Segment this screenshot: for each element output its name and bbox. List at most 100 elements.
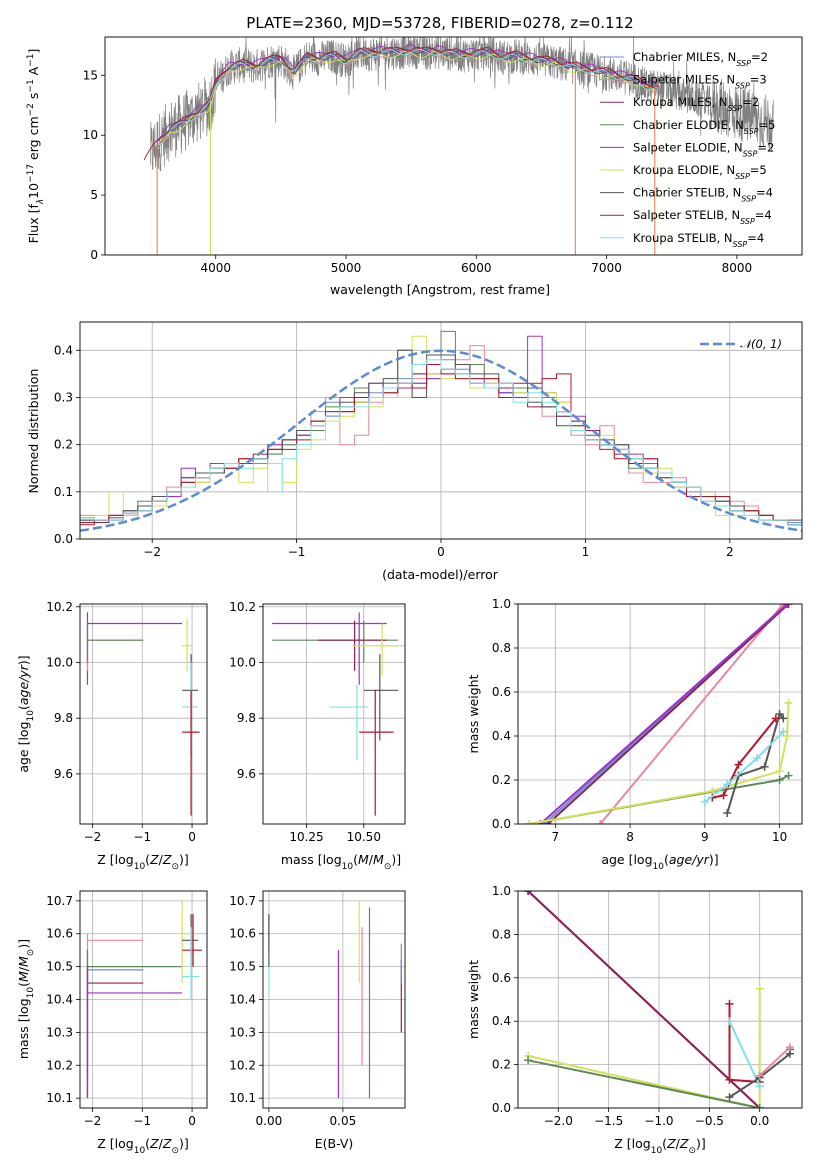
chart-title: PLATE=2360, MJD=53728, FIBERID=0278, z=0… [246, 14, 633, 32]
plus-marker [723, 809, 732, 817]
y-tick-label: 0.6 [492, 971, 511, 985]
error-bar-point [182, 662, 199, 752]
x-axis-label: Z [log10(Z/Z⊙)] [614, 1136, 706, 1156]
gaussian-reference-line [80, 349, 802, 532]
plus-marker [725, 1075, 734, 1084]
x-tick-label: 2 [726, 545, 734, 559]
error-bar-point [86, 966, 183, 1099]
weight-series [725, 999, 764, 1086]
plot-area [268, 900, 402, 1099]
x-tick-label: −1 [288, 545, 306, 559]
error-bar-point [86, 623, 143, 671]
weight-series [723, 710, 788, 817]
plus-marker [755, 984, 764, 993]
error-bar-point [182, 914, 199, 967]
x-tick-label: 5000 [331, 261, 362, 275]
y-tick-label: 10.0 [46, 655, 73, 669]
spectrum-panel: 4000 5000 6000 7000 8000 0 5 10 15 PLATE=2360, MJ… [26, 14, 803, 297]
x-tick-label: −2 [84, 830, 102, 844]
plus-marker [755, 1071, 764, 1080]
legend-label: Chabrier ELODIE, NSSP=5 [633, 118, 775, 136]
weight-line [704, 730, 785, 803]
axes-frame [79, 603, 208, 825]
plus-marker [524, 1056, 533, 1065]
y-tick-label: 10.2 [229, 1058, 256, 1072]
error-bar-point [86, 620, 144, 663]
axes-frame [262, 890, 406, 1109]
y-tick-label: 0.4 [492, 1014, 511, 1028]
plot-area [143, 37, 774, 255]
error-bar-point [86, 612, 183, 685]
y-tick-label: 0.2 [492, 1058, 511, 1072]
x-tick-label: 8000 [722, 261, 753, 275]
y-tick-label: 5 [90, 188, 98, 202]
x-tick-label: −2 [84, 1114, 102, 1128]
plus-marker [755, 1082, 764, 1091]
weight-line [599, 604, 785, 824]
y-tick-label: 0.8 [492, 927, 511, 941]
plot-area [525, 604, 793, 824]
y-tick-label: 10.2 [229, 600, 256, 614]
y-tick-label: 10.3 [229, 1025, 256, 1039]
weight-series [755, 1043, 794, 1080]
y-tick-label: 10.4 [229, 993, 256, 1007]
error-bar-point [182, 617, 193, 671]
age-vs-mass-panel: 10.25 10.50 9.6 9.8 10.0 10.2 mass [log10(M/M⊙… [229, 600, 406, 872]
plus-marker [783, 604, 792, 608]
weight-series [725, 1017, 764, 1091]
plus-marker [524, 891, 533, 895]
y-tick-label: 10.5 [46, 960, 73, 974]
x-tick-label: 8 [626, 830, 634, 844]
plus-marker [723, 780, 732, 789]
weight-line [527, 891, 761, 1108]
legend-label: Chabrier MILES, NSSP=2 [633, 50, 768, 68]
x-tick-label: 0.0 [750, 1114, 769, 1128]
y-tick-label: 0.2 [54, 438, 73, 452]
plus-marker [725, 1093, 734, 1102]
y-tick-label: 0.1 [54, 485, 73, 499]
model-spectrum-line [143, 46, 659, 161]
y-tick-label: 9.6 [237, 767, 256, 781]
legend: Chabrier MILES, NSSP=2 Salpeter MILES, NS… [600, 50, 775, 248]
x-tick-label: −1.0 [644, 1114, 673, 1128]
error-bar-point [182, 927, 200, 1000]
x-tick-label: 9 [701, 830, 709, 844]
y-tick-label: 10.0 [229, 655, 256, 669]
plus-marker [775, 776, 784, 784]
y-tick-label: 0.6 [492, 685, 511, 699]
y-tick-label: 0.0 [54, 532, 73, 546]
model-spectrum-line [158, 48, 657, 146]
legend-label: Kroupa MILES, NSSP=2 [633, 95, 759, 113]
x-tick-label: −1 [133, 1114, 151, 1128]
x-axis-label: E(B-V) [315, 1136, 354, 1151]
y-axis-label: mass weight [466, 674, 481, 753]
plus-marker [753, 754, 762, 762]
error-bar-point [182, 654, 199, 758]
plus-marker [779, 714, 788, 723]
axes-frame [79, 321, 803, 540]
x-tick-label: 10.50 [347, 830, 381, 844]
plus-marker [734, 760, 743, 769]
plus-marker [785, 1043, 794, 1052]
y-tick-label: 10.7 [229, 894, 256, 908]
y-tick-label: 10.6 [229, 927, 256, 941]
x-axis-label: (data-model)/error [382, 567, 499, 582]
x-tick-label: −2 [143, 545, 161, 559]
y-tick-label: 0.3 [54, 390, 73, 404]
weight-series [543, 604, 793, 824]
x-tick-label: 4000 [200, 261, 231, 275]
legend-label: Salpeter MILES, NSSP=3 [633, 73, 767, 91]
axes-frame [262, 603, 406, 825]
histogram-step-line [80, 359, 802, 539]
y-axis-label: mass weight [466, 960, 481, 1039]
legend-label: Salpeter ELODIE, NSSP=2 [633, 140, 774, 158]
y-axis-label: age [log10(age/yr)] [16, 655, 36, 772]
x-tick-label: 7000 [591, 261, 622, 275]
plus-marker [775, 710, 784, 718]
x-tick-label: 1 [582, 545, 590, 559]
y-tick-label: 1.0 [492, 597, 511, 611]
x-tick-label: 7 [552, 830, 560, 844]
legend-label: Kroupa ELODIE, NSSP=5 [633, 163, 767, 181]
mass-vs-extinction-panel: 0.00 0.05 10.1 10.2 10.3 10.4 10.5 10.6 10.7 E(B-… [229, 890, 406, 1151]
y-tick-label: 0 [90, 248, 98, 262]
